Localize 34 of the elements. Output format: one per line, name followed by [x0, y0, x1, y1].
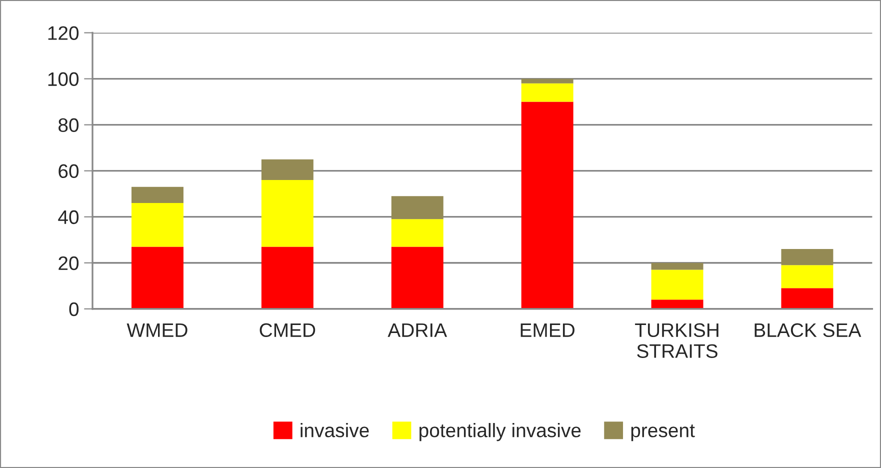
bar	[391, 246, 444, 309]
bar	[131, 203, 184, 247]
y-tick-label: 20	[58, 256, 79, 270]
bar	[521, 83, 574, 102]
bar	[261, 159, 314, 180]
y-tick-label: 40	[58, 210, 79, 224]
y-tick-label: 0	[69, 302, 79, 316]
bar	[781, 249, 834, 266]
bar	[781, 288, 834, 309]
bar	[521, 102, 574, 309]
bar	[131, 186, 184, 204]
bar	[391, 196, 444, 220]
bar	[261, 246, 314, 309]
bar	[651, 300, 704, 309]
x-tick-label: CMED	[260, 323, 316, 338]
y-tick-label: 80	[58, 118, 79, 132]
bar	[651, 270, 704, 300]
bar	[651, 262, 704, 270]
legend-label: present	[631, 424, 695, 442]
bar	[391, 219, 444, 247]
y-tick-label: 100	[48, 72, 79, 86]
bar	[781, 265, 834, 288]
bar	[521, 78, 574, 84]
bar	[261, 180, 314, 247]
bar	[131, 246, 184, 309]
x-tick-label: BLACK SEA	[754, 323, 862, 338]
x-tick-label: WMED	[126, 323, 188, 337]
x-tick-label: TURKISH STRAITS	[635, 323, 718, 358]
legend-label: potentially invasive	[420, 423, 581, 442]
x-tick-label: ADRIA	[388, 323, 448, 337]
y-tick-label: 60	[58, 164, 79, 178]
y-tick-label: 120	[48, 26, 79, 40]
x-tick-label: EMED	[520, 323, 574, 337]
legend-label: invasive	[300, 423, 369, 438]
